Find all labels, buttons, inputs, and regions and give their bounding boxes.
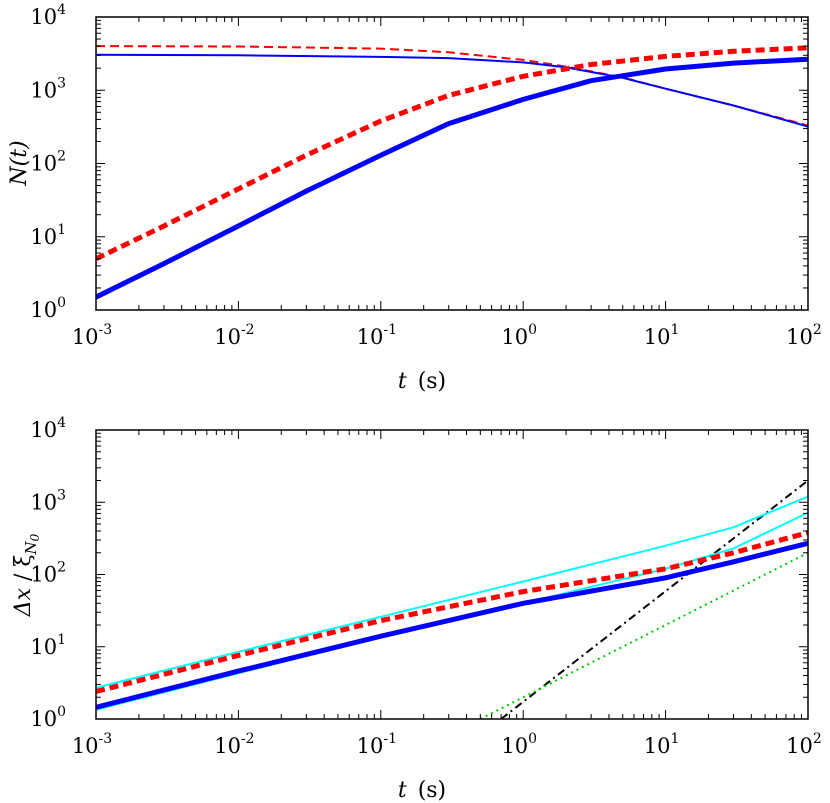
series-line-1 xyxy=(479,551,808,719)
y-tick-labels: 100 101 102 103 104 xyxy=(30,2,66,322)
x-tick-label: 102 xyxy=(786,322,822,349)
plot-frame xyxy=(95,429,809,720)
x-tick-label: 10-1 xyxy=(357,731,397,758)
series-line-2 xyxy=(96,45,808,262)
y-tick-label: 104 xyxy=(30,415,66,442)
x-tick-label: 102 xyxy=(786,731,822,758)
top-panel: 10-3 10-2 10-1 100 101 102 100 101 102 103 104 t(… xyxy=(7,2,822,394)
x-tick-label: 10-3 xyxy=(72,322,112,349)
x-tick-label: 10-2 xyxy=(214,731,254,758)
series-line-1 xyxy=(96,53,808,128)
y-tick-label: 101 xyxy=(30,632,66,659)
x-axis-label: t (s) xyxy=(398,369,446,394)
x-tick-label: 100 xyxy=(501,322,537,349)
y-tick-label: 100 xyxy=(30,704,66,731)
x-axis-label: t (s) xyxy=(398,778,446,803)
plot-frame xyxy=(95,16,809,311)
tick-marks xyxy=(95,429,809,720)
x-tick-label: 101 xyxy=(644,731,680,758)
y-tick-label: 102 xyxy=(30,560,66,587)
y-axis-label: N(t) xyxy=(7,140,32,186)
series-layer xyxy=(96,45,808,300)
x-tick-label: 10-2 xyxy=(214,322,254,349)
series-line-3 xyxy=(96,56,808,300)
x-tick-label: 10-1 xyxy=(357,322,397,349)
x-tick-labels: 10-3 10-2 10-1 100 101 102 xyxy=(72,731,822,758)
series-line-2 xyxy=(96,495,808,689)
y-tick-labels: 100 101 102 103 104 xyxy=(30,415,66,731)
bottom-panel: 10-3 10-2 10-1 100 101 102 100 101 102 103 104 t(… xyxy=(11,415,822,803)
y-tick-label: 103 xyxy=(30,487,66,514)
series-layer xyxy=(96,479,808,719)
x-tick-label: 10-3 xyxy=(72,731,112,758)
series-line-5 xyxy=(96,540,808,710)
series-line-4 xyxy=(96,530,808,694)
y-tick-label: 102 xyxy=(30,149,66,176)
y-tick-label: 104 xyxy=(30,2,66,29)
tick-marks xyxy=(95,16,809,311)
y-tick-label: 103 xyxy=(30,75,66,102)
y-tick-label: 100 xyxy=(30,295,66,322)
y-tick-label: 101 xyxy=(30,222,66,249)
x-tick-label: 100 xyxy=(501,731,537,758)
x-tick-labels: 10-3 10-2 10-1 100 101 102 xyxy=(72,322,822,349)
y-axis-label: Δx / ξN0 xyxy=(11,533,42,617)
x-tick-label: 101 xyxy=(644,322,680,349)
